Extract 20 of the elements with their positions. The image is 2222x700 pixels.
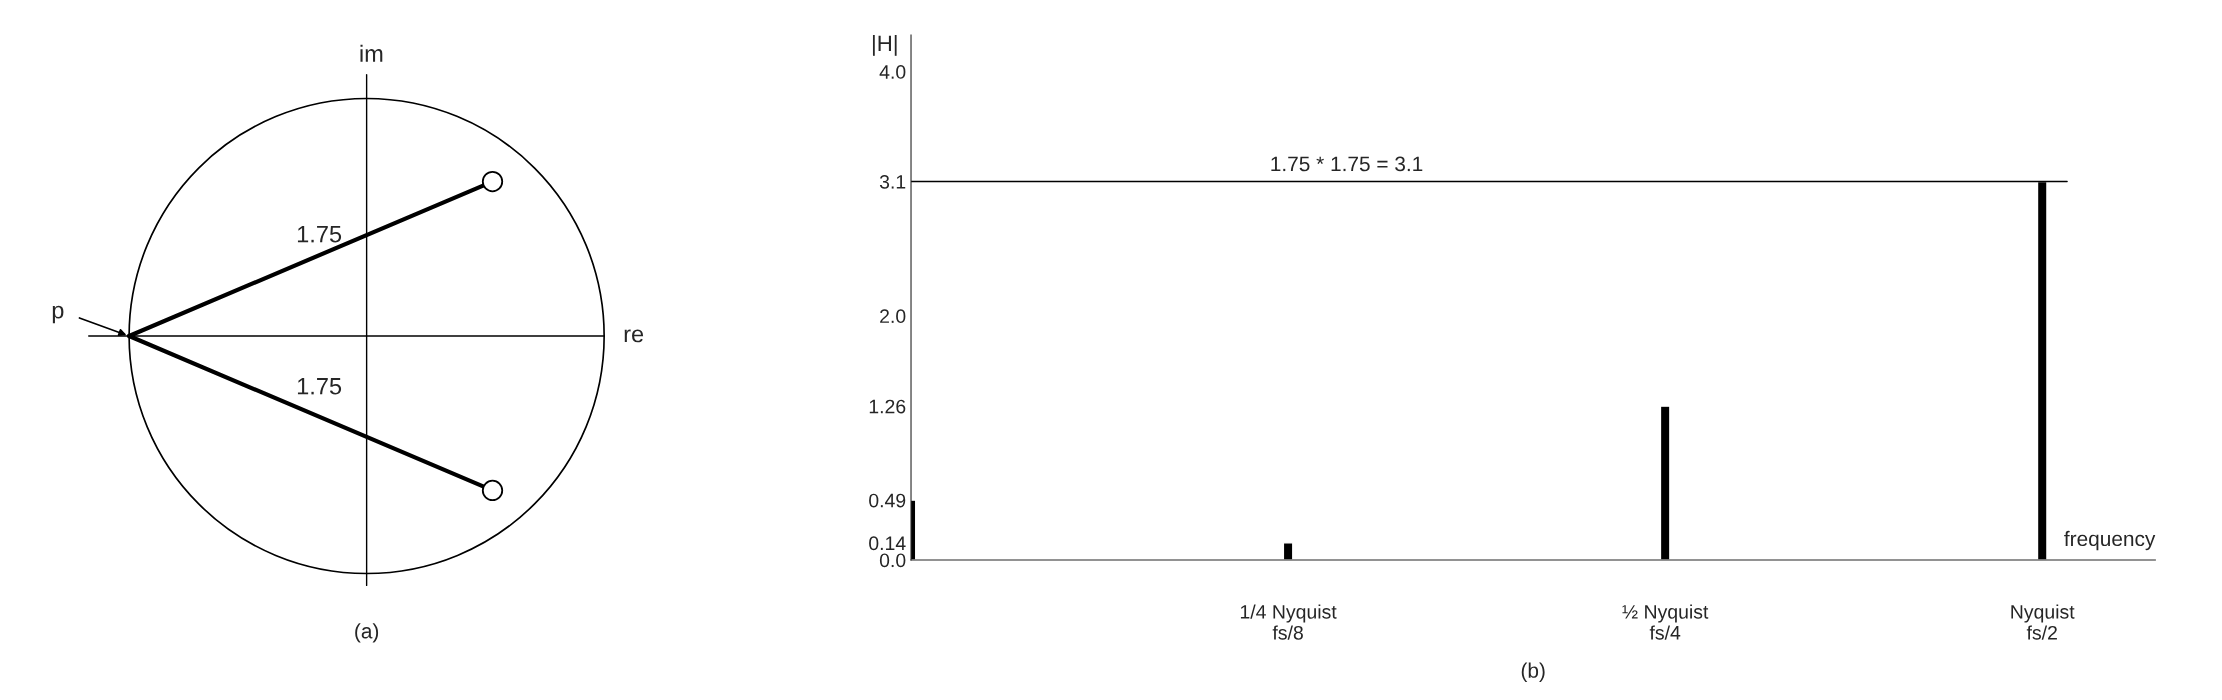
y-tick-label: 0.14 [869,536,906,551]
text: re [624,329,644,343]
y-tick-label: 0.49 [869,493,906,508]
x-tick-label: 1/4 Nyquist fs/8 [1240,604,1337,640]
text: 1.75 [297,226,342,243]
text: im [360,44,383,62]
text: (b) [1521,662,1545,682]
y-tick-label: 0.0 [879,553,906,568]
y-tick-label: 1.26 [869,399,906,414]
y-tick-label: 4.0 [879,65,906,79]
x-axis-title: frequency [2064,530,2156,551]
y-tick-label: 2.0 [880,309,906,324]
text: p [52,305,64,324]
text: 1.75 [297,378,342,395]
y-tick-label: 3.1 [879,174,906,189]
x-tick-label: ½ Nyquist fs/4 [1622,604,1709,640]
x-tick-label: Nyquist fs/2 [2011,604,2075,640]
ref-line-label: 1.75 * 1.75 = 3.1 [1271,156,1423,172]
y-axis-title: |H| [872,35,897,56]
text: (a) [355,623,379,643]
